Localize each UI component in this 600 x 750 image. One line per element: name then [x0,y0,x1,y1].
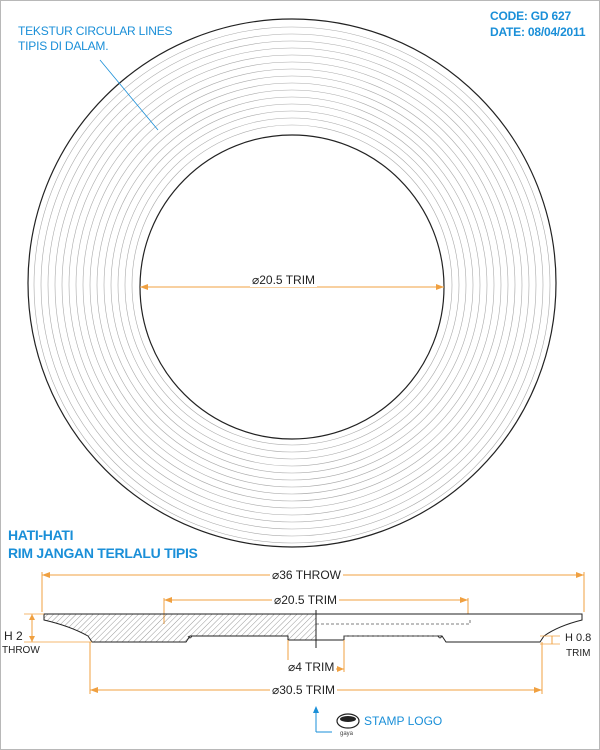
rim-warning-note: HATI-HATI RIM JANGAN TERLALU TIPIS [8,526,198,562]
texture-ring [89,82,495,488]
texture-ring [33,26,551,544]
code-date-block: CODE: GD 627 DATE: 08/04/2011 [490,8,586,40]
foot-trim-label: ⌀4 TRIM [286,660,337,674]
drawing-date: DATE: 08/04/2011 [490,25,586,39]
texture-note: TEKSTUR CIRCULAR LINES TIPIS DI DALAM. [18,24,172,54]
height-right-sub: TRIM [566,648,591,659]
texture-ring [54,47,530,523]
texture-ring [131,124,453,446]
drawing-code: CODE: GD 627 [490,9,571,23]
side-inner-trim-label: ⌀20.5 TRIM [272,593,340,607]
texture-note-line1: TEKSTUR CIRCULAR LINES [18,24,173,38]
throw-dimension-label: ⌀36 THROW [270,568,344,582]
stamp-logo-label: STAMP LOGO [364,714,443,728]
left-section-hatched [43,613,317,643]
texture-ring [47,40,537,530]
right-section-outline [316,613,583,643]
height-left-label: H 2 [4,629,23,643]
stamp-logo-icon [336,713,360,729]
texture-ring [75,68,509,502]
texture-ring [68,61,516,509]
height-right-label: H 0.8 [565,632,592,644]
texture-ring [40,33,544,537]
texture-ring-lines [33,26,551,544]
top-inner-dimension [140,284,444,290]
side-section-view [24,572,585,694]
stamp-brand: gaya [340,731,354,737]
top-inner-trim-label: ⌀20.5 TRIM [250,273,318,287]
texture-ring [117,110,467,460]
texture-ring [110,103,474,467]
hidden-line [316,620,471,625]
texture-ring [61,54,523,516]
texture-ring [82,75,502,495]
texture-ring [124,117,460,453]
texture-leader-line [99,59,159,131]
warning-line2: RIM JANGAN TERLALU TIPIS [8,545,198,561]
warning-line1: HATI-HATI [8,527,74,543]
height-left-sub: THROW [2,645,40,656]
texture-ring [103,96,481,474]
stamp-indicator [313,706,332,733]
texture-note-line2: TIPIS DI DALAM. [18,39,109,53]
base-trim-label: ⌀30.5 TRIM [270,683,338,697]
texture-ring [96,89,488,481]
